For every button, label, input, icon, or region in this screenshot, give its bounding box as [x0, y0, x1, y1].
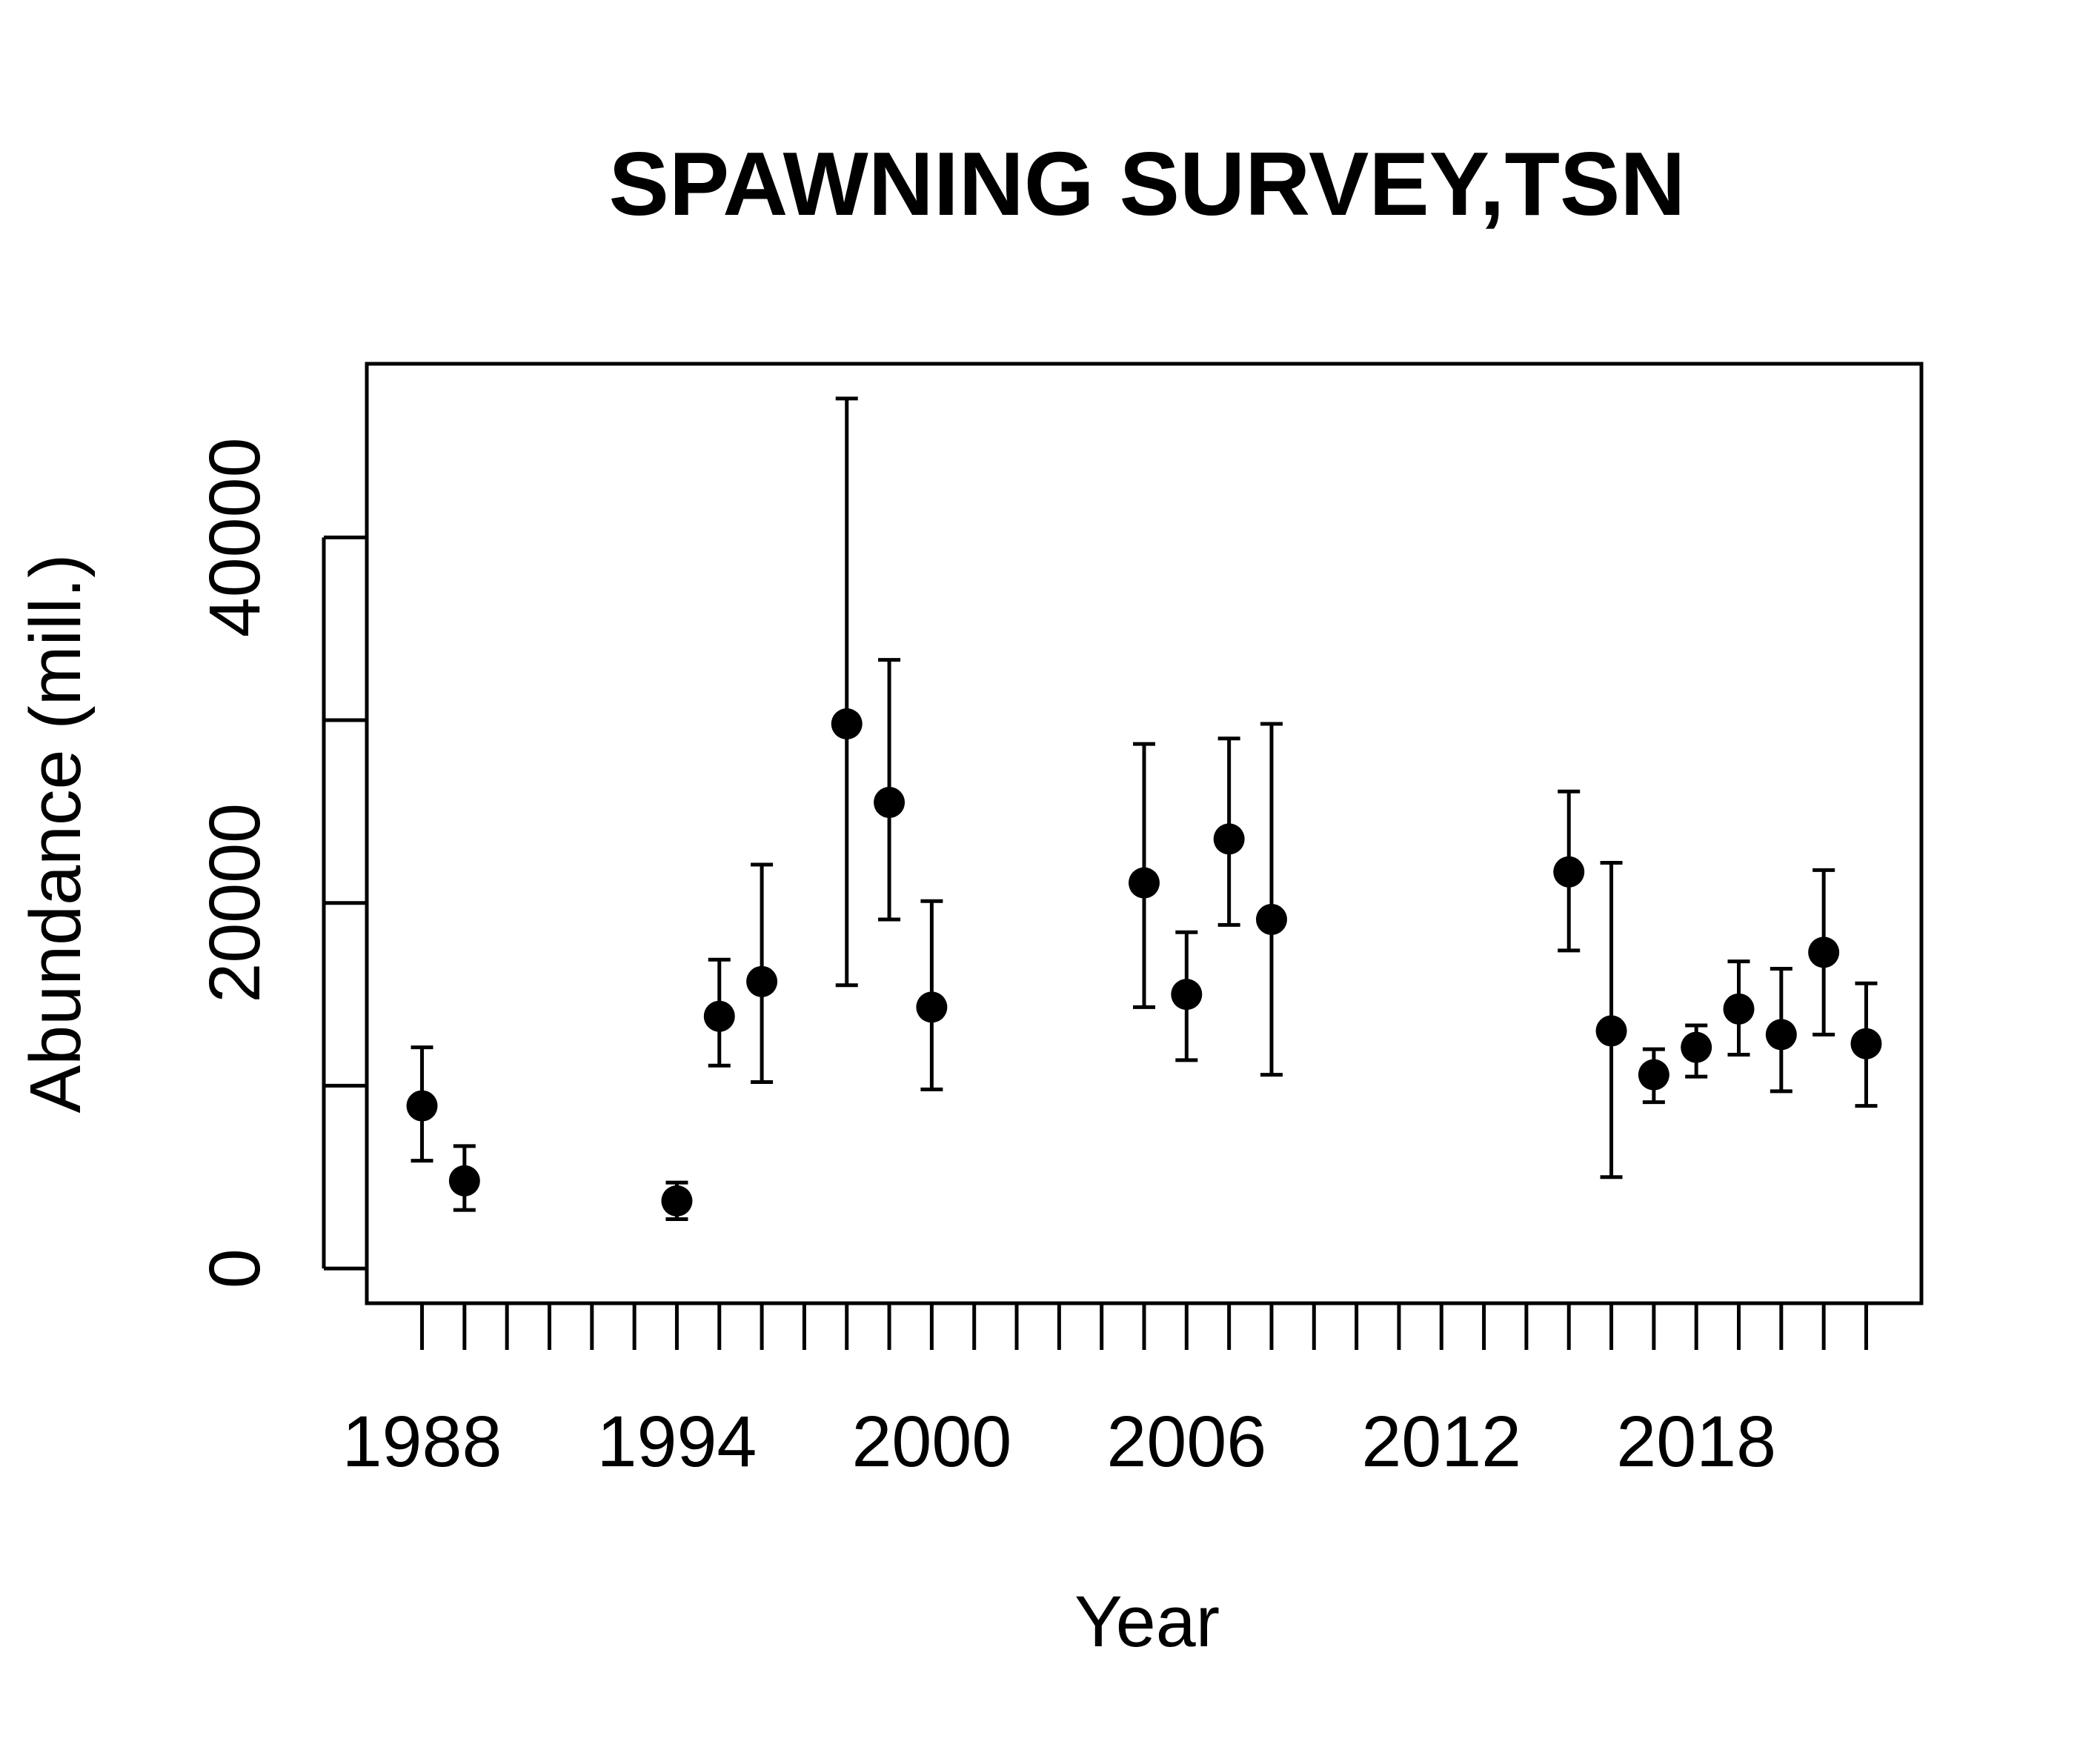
point-group-1996 [746, 862, 778, 1085]
point-group-2000 [916, 899, 948, 1091]
x-tick-label-2018: 2018 [1616, 1401, 1776, 1482]
data-point-2017 [1638, 1059, 1669, 1091]
point-group-2021 [1808, 868, 1840, 1037]
point-group-1989 [448, 1144, 480, 1212]
point-group-1999 [874, 658, 906, 922]
data-point-2015 [1553, 856, 1585, 888]
y-tick-label-40000: 40000 [194, 437, 275, 637]
data-point-2020 [1765, 1019, 1797, 1051]
point-group-2019 [1723, 959, 1755, 1057]
x-tick-label-1988: 1988 [342, 1401, 502, 1482]
data-point-2008 [1255, 903, 1287, 935]
data-point-2021 [1808, 936, 1840, 968]
data-point-2000 [916, 991, 948, 1023]
point-group-1994 [661, 1180, 693, 1222]
plot-frame [365, 362, 1924, 1305]
point-group-2017 [1638, 1047, 1669, 1105]
y-axis: 0 20000 40000 [194, 437, 367, 1288]
data-point-1996 [746, 965, 778, 997]
point-group-2007 [1213, 736, 1245, 927]
data-point-2018 [1681, 1031, 1712, 1063]
data-point-1998 [831, 708, 863, 739]
data-point-1999 [874, 787, 906, 819]
data-point-2007 [1213, 823, 1245, 855]
x-tick-label-2006: 2006 [1106, 1401, 1266, 1482]
point-group-2016 [1595, 860, 1627, 1180]
data-series [406, 396, 1882, 1222]
point-group-2006 [1171, 930, 1203, 1062]
point-group-2022 [1850, 981, 1882, 1108]
chart-title: SPAWNING SURVEY,TSN [609, 133, 1686, 234]
point-group-1998 [831, 396, 863, 988]
x-tick-label-1994: 1994 [597, 1401, 757, 1482]
y-tick-label-0: 0 [194, 1248, 275, 1288]
y-axis-label: Abundance (mill.) [15, 554, 96, 1114]
data-point-1995 [703, 1000, 735, 1032]
x-tick-label-2012: 2012 [1361, 1401, 1521, 1482]
x-tick-label-2000: 2000 [851, 1401, 1011, 1482]
data-point-2016 [1595, 1015, 1627, 1047]
data-point-2022 [1850, 1028, 1882, 1059]
x-axis-label: Year [1074, 1581, 1220, 1662]
point-group-2005 [1129, 742, 1160, 1009]
point-group-2008 [1255, 722, 1287, 1077]
data-point-2019 [1723, 993, 1755, 1025]
point-group-2015 [1553, 789, 1585, 953]
point-group-1988 [406, 1045, 438, 1163]
x-axis: 1988 1994 2000 2006 2012 2018 [342, 1304, 1868, 1482]
point-group-2020 [1765, 967, 1797, 1094]
point-group-1995 [703, 957, 735, 1068]
data-point-1989 [448, 1165, 480, 1197]
data-point-2005 [1129, 867, 1160, 899]
data-point-2006 [1171, 979, 1203, 1011]
point-group-2018 [1681, 1023, 1712, 1079]
data-point-1988 [406, 1090, 438, 1122]
y-tick-label-20000: 20000 [194, 803, 275, 1003]
data-point-1994 [661, 1185, 693, 1217]
